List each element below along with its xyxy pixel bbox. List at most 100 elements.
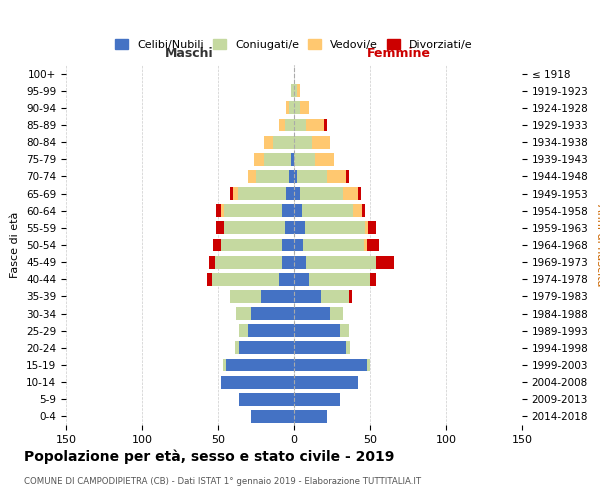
Text: COMUNE DI CAMPODIPIETRA (CB) - Dati ISTAT 1° gennaio 2019 - Elaborazione TUTTITA: COMUNE DI CAMPODIPIETRA (CB) - Dati ISTA…	[24, 478, 421, 486]
Legend: Celibi/Nubili, Coniugati/e, Vedovi/e, Divorziati/e: Celibi/Nubili, Coniugati/e, Vedovi/e, Di…	[111, 34, 477, 54]
Bar	[294, 136, 312, 148]
Bar	[340, 324, 349, 337]
Bar	[297, 170, 328, 183]
Bar	[221, 204, 224, 217]
Bar	[286, 102, 289, 114]
Bar	[343, 187, 358, 200]
Text: Popolazione per età, sesso e stato civile - 2019: Popolazione per età, sesso e stato civil…	[24, 450, 394, 464]
Bar	[294, 256, 306, 268]
Bar	[221, 238, 282, 252]
Bar	[221, 376, 294, 388]
Bar	[273, 136, 294, 148]
Bar	[294, 102, 300, 114]
Y-axis label: Fasce di età: Fasce di età	[10, 212, 20, 278]
Bar	[362, 204, 365, 217]
Bar	[300, 102, 309, 114]
Bar	[291, 84, 294, 97]
Bar	[230, 187, 233, 200]
Bar	[294, 376, 358, 388]
Bar	[286, 187, 294, 200]
Bar	[325, 118, 328, 132]
Bar	[294, 204, 302, 217]
Bar	[215, 256, 282, 268]
Bar	[212, 273, 279, 285]
Bar	[306, 118, 325, 132]
Bar	[297, 84, 300, 97]
Bar	[282, 204, 294, 217]
Bar	[294, 273, 309, 285]
Bar	[248, 324, 294, 337]
Bar	[254, 153, 263, 166]
Bar	[230, 290, 260, 303]
Bar	[239, 342, 294, 354]
Bar	[364, 238, 367, 252]
Bar	[282, 256, 294, 268]
Bar	[279, 273, 294, 285]
Bar	[224, 204, 282, 217]
Bar	[294, 153, 315, 166]
Bar	[294, 118, 306, 132]
Bar	[248, 170, 256, 183]
Bar	[305, 222, 365, 234]
Bar	[328, 170, 346, 183]
Bar	[235, 342, 239, 354]
Bar	[294, 238, 303, 252]
Bar	[294, 342, 346, 354]
Bar	[294, 290, 322, 303]
Bar	[312, 136, 331, 148]
Bar	[331, 307, 343, 320]
Bar	[294, 170, 297, 183]
Bar	[294, 393, 340, 406]
Bar	[263, 136, 273, 148]
Bar	[291, 153, 294, 166]
Bar	[217, 204, 221, 217]
Bar	[279, 118, 285, 132]
Bar	[368, 222, 376, 234]
Bar	[353, 204, 362, 217]
Bar	[294, 187, 300, 200]
Bar	[260, 290, 294, 303]
Bar	[367, 358, 370, 372]
Bar	[302, 204, 353, 217]
Bar	[251, 410, 294, 423]
Bar	[224, 222, 285, 234]
Bar	[370, 273, 376, 285]
Bar	[236, 307, 251, 320]
Bar	[376, 256, 394, 268]
Bar	[282, 238, 294, 252]
Bar	[300, 187, 343, 200]
Bar	[294, 358, 367, 372]
Bar	[294, 222, 305, 234]
Bar	[289, 102, 294, 114]
Bar	[233, 187, 238, 200]
Bar	[285, 118, 294, 132]
Bar	[349, 290, 352, 303]
Bar	[303, 238, 364, 252]
Bar	[315, 153, 334, 166]
Bar	[209, 256, 215, 268]
Bar	[208, 273, 212, 285]
Bar	[346, 170, 349, 183]
Bar	[306, 256, 376, 268]
Bar	[294, 84, 297, 97]
Bar	[309, 273, 370, 285]
Bar	[365, 222, 368, 234]
Bar	[367, 238, 379, 252]
Bar	[294, 307, 331, 320]
Bar	[251, 307, 294, 320]
Bar	[346, 342, 350, 354]
Bar	[226, 358, 294, 372]
Bar	[294, 410, 328, 423]
Bar	[322, 290, 349, 303]
Bar	[239, 324, 248, 337]
Text: Femmine: Femmine	[367, 46, 431, 60]
Bar	[214, 238, 221, 252]
Bar	[263, 153, 291, 166]
Bar	[289, 170, 294, 183]
Bar	[238, 187, 286, 200]
Y-axis label: Anni di nascita: Anni di nascita	[595, 204, 600, 286]
Text: Maschi: Maschi	[165, 46, 214, 60]
Bar	[223, 358, 226, 372]
Bar	[285, 222, 294, 234]
Bar	[217, 222, 224, 234]
